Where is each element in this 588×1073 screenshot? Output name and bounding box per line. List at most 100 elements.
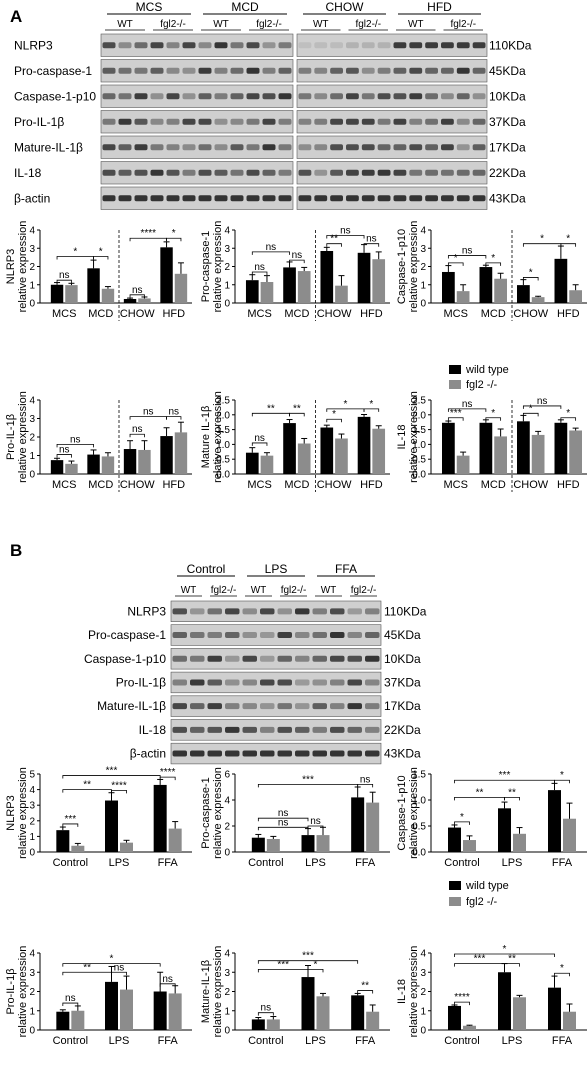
- blot-band: [166, 42, 180, 49]
- bar: [50, 284, 64, 303]
- size-label-43kda: 43KDa: [384, 747, 421, 761]
- bar: [548, 790, 561, 852]
- blot-band: [214, 169, 228, 176]
- blot-band: [278, 42, 292, 49]
- y-tick-label: 3: [420, 244, 426, 255]
- blot-band: [225, 750, 240, 757]
- bar: [123, 449, 137, 474]
- blot-band: [409, 169, 423, 176]
- y-tick-label: 1.0: [216, 440, 230, 451]
- y-tick-label: 1: [29, 832, 35, 843]
- blot-band: [278, 93, 292, 100]
- x-tick-label-ffa: FFA: [158, 857, 179, 869]
- blot-band: [150, 67, 164, 74]
- significance-label: *: [529, 267, 533, 278]
- significance-bracket: [62, 963, 161, 967]
- blot-band: [118, 169, 132, 176]
- blot-band: [134, 93, 148, 100]
- blot-band: [314, 42, 328, 49]
- blot-strip-pro-il-1: [296, 110, 488, 134]
- significance-bracket: [363, 408, 380, 412]
- blot-band: [172, 679, 187, 686]
- blot-band: [172, 703, 187, 710]
- panel-b-label: B: [10, 541, 22, 560]
- bar: [56, 830, 70, 852]
- significance-bracket: [62, 823, 79, 827]
- blot-band: [262, 42, 276, 49]
- blot-band: [472, 195, 486, 202]
- blot-band: [425, 195, 438, 202]
- significance-label: *: [529, 403, 533, 414]
- blot-band: [182, 144, 196, 151]
- significance-bracket: [504, 797, 520, 801]
- significance-bracket: [289, 412, 305, 417]
- significance-label: ns: [360, 774, 371, 785]
- group-label-control: Control: [187, 562, 226, 576]
- bar: [168, 828, 182, 852]
- blot-band: [456, 93, 470, 100]
- blot-band: [182, 93, 196, 100]
- significance-bracket: [485, 262, 502, 266]
- blot-band: [246, 169, 260, 176]
- blot-band: [172, 632, 187, 639]
- x-tick-label-ffa: FFA: [355, 857, 376, 869]
- bar: [448, 827, 461, 852]
- bar: [260, 282, 274, 303]
- bar: [320, 250, 334, 303]
- blot-band: [230, 169, 244, 176]
- size-label-10kda: 10KDa: [489, 89, 526, 103]
- blot-band: [361, 144, 375, 151]
- blot-band: [230, 93, 244, 100]
- y-tick-label: 0.0: [216, 470, 230, 481]
- blot-band: [118, 42, 132, 49]
- significance-label: ns: [310, 816, 321, 827]
- significance-bracket: [159, 776, 176, 781]
- blot-band: [214, 118, 228, 125]
- significance-label: ****: [454, 992, 470, 1003]
- legend-swatch-fgl2: [449, 897, 461, 906]
- blot-band: [150, 93, 164, 100]
- size-label-37kda: 37KDa: [384, 675, 421, 689]
- blot-band: [312, 726, 327, 733]
- blot-band: [425, 169, 438, 176]
- blot-band: [242, 726, 257, 733]
- blot-band: [347, 750, 362, 757]
- genotype-label-wt: WT: [117, 19, 133, 30]
- y-tick-label: 0.5: [412, 455, 426, 466]
- blot-band: [225, 703, 240, 710]
- bar-chart-caspase-1-p10-a: 0 1 2 3 4 Caspase-1-p10 relative expression MCS…: [396, 221, 587, 321]
- blot-band: [361, 195, 375, 202]
- significance-bracket: [560, 417, 577, 421]
- x-tick-label-lps: LPS: [109, 1035, 130, 1047]
- bar: [71, 845, 85, 852]
- x-tick-label-chow: CHOW: [317, 479, 352, 491]
- blot-band: [262, 169, 276, 176]
- bar: [569, 290, 582, 303]
- significance-label: ***: [64, 814, 76, 825]
- blot-band: [441, 42, 454, 49]
- y-tick-label: 1: [224, 1006, 230, 1017]
- significance-label: ns: [278, 817, 289, 828]
- significance-label: ns: [462, 399, 473, 410]
- x-tick-label-mcd: MCD: [284, 308, 309, 320]
- blot-band: [207, 750, 222, 757]
- x-tick-label-chow: CHOW: [317, 308, 352, 320]
- y-tick-label: 0: [420, 1026, 426, 1037]
- significance-label: *: [491, 253, 495, 264]
- y-tick-label: 1.5: [412, 425, 426, 436]
- bar: [174, 432, 188, 474]
- bar: [153, 991, 167, 1030]
- y-tick-label: 0.0: [412, 848, 426, 859]
- y-axis-subtitle: relative expression: [17, 391, 29, 483]
- significance-label: ns: [537, 396, 548, 407]
- y-tick-label: 3: [224, 968, 230, 979]
- x-tick-label-lps: LPS: [305, 1035, 326, 1047]
- genotype-label-fgl2: fgl2-/-: [351, 585, 377, 596]
- y-tick-label: 3: [29, 801, 35, 812]
- significance-bracket: [111, 971, 127, 976]
- blot-band: [330, 679, 345, 686]
- x-tick-label-mcs: MCS: [247, 308, 271, 320]
- bar-chart-caspase-1-p10-b: 0.0 0.5 1.0 1.5 Caspase-1-p10 relative expres…: [396, 767, 587, 869]
- significance-bracket: [129, 294, 145, 298]
- significance-label: **: [508, 787, 516, 798]
